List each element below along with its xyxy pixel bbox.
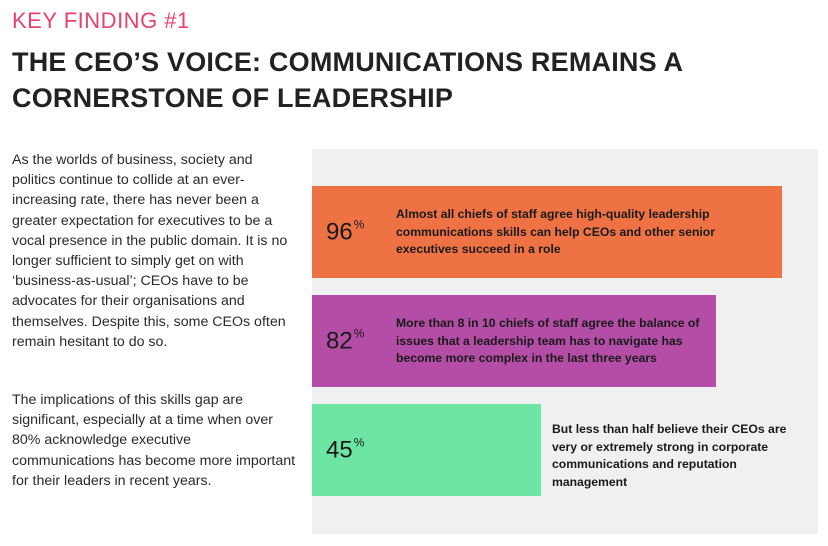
finding-bar-82: 82% More than 8 in 10 chiefs of staff ag… [312,295,716,387]
finding-percentage: 82% [326,326,365,355]
finding-bar-45: 45% [312,404,541,496]
intro-paragraph: As the worlds of business, society and p… [12,152,288,350]
finding-percentage: 96% [326,217,365,246]
finding-bar-96: 96% Almost all chiefs of staff agree hig… [312,186,782,278]
page-title: THE CEO’S VOICE: COMMUNICATIONS REMAINS … [12,47,683,113]
finding-description: More than 8 in 10 chiefs of staff agree … [396,315,700,365]
implications-paragraph: The implications of this skills gap are … [12,392,296,489]
finding-description: But less than half believe their CEOs ar… [552,422,787,489]
finding-description: Almost all chiefs of staff agree high-qu… [396,206,715,256]
key-finding-label: KEY FINDING #1 [12,8,190,33]
finding-percentage: 45% [326,435,365,464]
